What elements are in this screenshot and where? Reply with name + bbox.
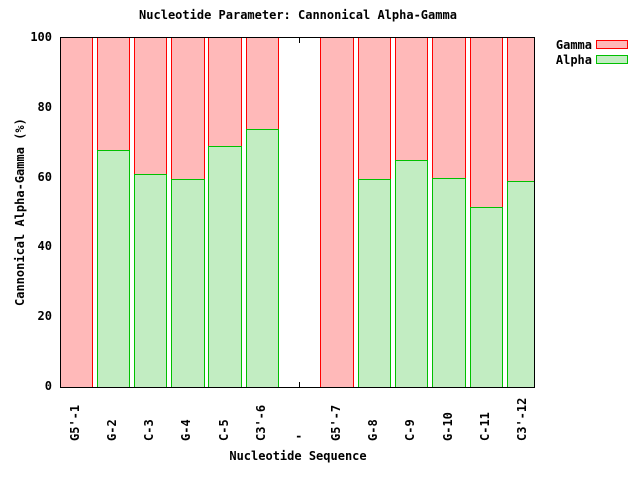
y-tick-label-40: 40 — [37, 239, 52, 254]
y-tick-label-100: 100 — [30, 30, 52, 44]
bar-segment-gamma-C3'-6 — [245, 38, 280, 129]
legend-item-alpha: Alpha — [548, 52, 628, 67]
bar-segment-gamma-G-2 — [96, 38, 131, 150]
x-tick-label-G-2: G-2 — [104, 419, 119, 441]
x-axis-title: Nucleotide Sequence — [229, 449, 367, 463]
legend: Gamma Alpha — [548, 37, 628, 67]
y-axis-title: Cannonical Alpha-Gamma (%) — [13, 118, 27, 306]
bar-segment-alpha-G-10 — [432, 177, 466, 387]
x-tick-label-G-10: G-10 — [440, 412, 455, 441]
x-tick-label-C-11: C-11 — [477, 412, 492, 441]
bar-segment-alpha-G-4 — [171, 179, 205, 387]
x-tick-label-G5'-7: G5'-7 — [328, 404, 343, 441]
x-tick-label-C-3: C-3 — [142, 419, 157, 441]
x-tick-label-G-4: G-4 — [179, 419, 194, 441]
x-tick-mark — [299, 38, 301, 43]
bar-segment-alpha-C-5 — [208, 146, 242, 387]
chart-title: Nucleotide Parameter: Cannonical Alpha-G… — [139, 8, 457, 22]
x-tick-mark — [299, 382, 301, 387]
legend-label-gamma: Gamma — [555, 37, 592, 52]
bar-segment-gamma-C3'-12 — [506, 38, 534, 182]
bar-segment-gamma-G-4 — [171, 38, 205, 180]
bar-segment-gamma-C-5 — [208, 38, 242, 147]
bar-segment-alpha-C3'-6 — [245, 128, 280, 387]
bar-segment-alpha-C3'-12 — [506, 181, 534, 387]
x-tick-label-G-8: G-8 — [365, 419, 380, 441]
y-tick-label-80: 80 — [37, 99, 52, 114]
legend-swatch-gamma — [596, 40, 628, 49]
y-tick-label-20: 20 — [37, 309, 52, 324]
bar-segment-gamma-G-10 — [432, 38, 466, 178]
x-tick-label--: - — [295, 429, 303, 443]
bar-segment-alpha-G-2 — [96, 149, 131, 387]
bar-segment-alpha-G-8 — [357, 179, 392, 387]
bar-segment-alpha-C-3 — [133, 174, 168, 387]
bar-segment-gamma-G-8 — [357, 38, 392, 180]
x-tick-label-C-5: C-5 — [216, 419, 231, 441]
legend-item-gamma: Gamma — [548, 37, 628, 52]
bar-segment-gamma-C-11 — [469, 38, 504, 208]
bar-segment-gamma-C-9 — [394, 38, 429, 161]
bar-segment-alpha-C-11 — [469, 207, 504, 387]
bar-segment-gamma-C-3 — [133, 38, 168, 175]
y-tick-label-60: 60 — [37, 169, 52, 184]
x-tick-label-G5'-1: G5'-1 — [67, 404, 82, 441]
bar-segment-alpha-C-9 — [394, 160, 429, 387]
bar-segment-gamma-G5'-7 — [320, 38, 354, 387]
plot-area — [60, 37, 535, 388]
x-tick-label-C3'-6: C3'-6 — [254, 404, 268, 441]
x-tick-label-C-9: C-9 — [403, 419, 418, 441]
legend-swatch-alpha — [596, 55, 628, 64]
bar-segment-gamma-G5'-1 — [61, 38, 93, 387]
y-tick-label-0: 0 — [44, 379, 52, 393]
x-tick-label-C3'-12: C3'-12 — [515, 397, 530, 441]
legend-label-alpha: Alpha — [555, 52, 592, 67]
